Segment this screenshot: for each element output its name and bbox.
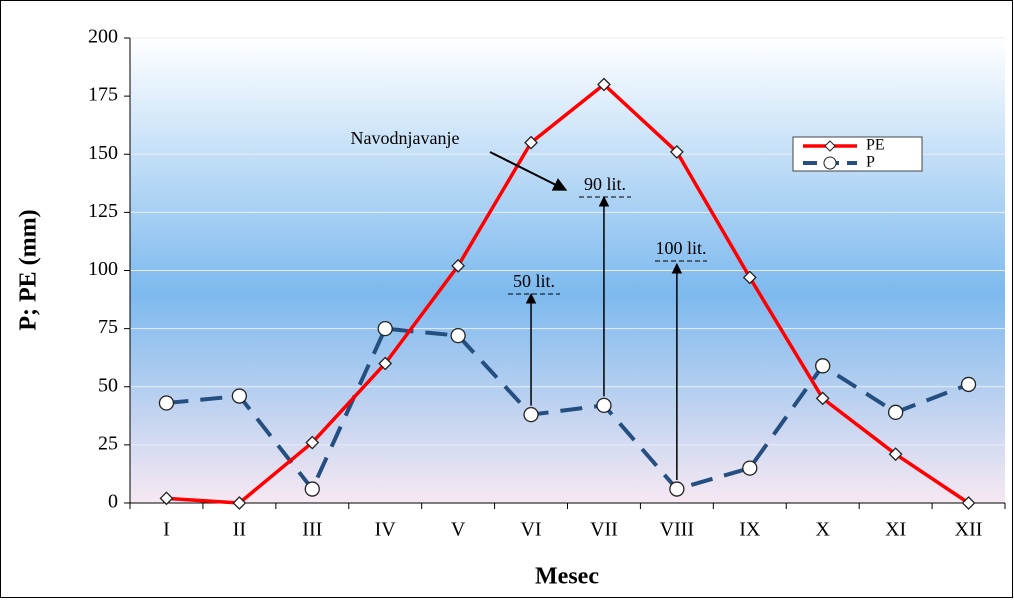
x-tick-label: XII [955, 519, 983, 541]
marker [742, 270, 757, 285]
x-tick-label: XI [885, 519, 906, 541]
y-tick-label: 50 [98, 374, 118, 396]
marker [378, 356, 393, 371]
marker [597, 77, 611, 92]
legend-marker [824, 140, 836, 152]
y-tick-label: 200 [88, 26, 118, 48]
y-tick-label: 150 [88, 142, 118, 164]
marker [669, 145, 684, 159]
legend [792, 136, 923, 172]
x-axis-label: Mesec [535, 564, 599, 590]
y-axis-label: P; PE (mm) [16, 209, 42, 330]
marker [742, 460, 758, 476]
annotation: Navodnjavanje [351, 128, 460, 148]
marker [523, 406, 539, 423]
y-tick-label: 0 [108, 491, 118, 513]
y-tick-label: 100 [88, 258, 118, 280]
marker [596, 397, 612, 414]
marker [669, 481, 685, 497]
marker [524, 135, 538, 150]
annotation: 50 lit. [513, 271, 555, 291]
marker [815, 391, 830, 406]
marker [450, 327, 466, 344]
y-tick-label: 25 [98, 432, 118, 454]
x-tick-label: V [451, 519, 466, 541]
y-tick-label: 75 [98, 316, 118, 338]
annotation: 90 lit. [584, 174, 626, 194]
marker [305, 435, 320, 450]
marker [377, 320, 393, 337]
marker [304, 481, 320, 497]
marker [232, 496, 247, 510]
marker [887, 404, 904, 420]
marker [231, 388, 248, 404]
x-tick-label: X [815, 519, 830, 541]
marker [158, 395, 175, 411]
series-line [166, 326, 970, 492]
x-tick-label: VIII [660, 519, 694, 541]
x-tick-label: VII [590, 519, 618, 541]
x-tick-label: VI [520, 519, 541, 541]
marker [961, 496, 976, 510]
x-tick-label: IV [375, 519, 397, 541]
marker [451, 258, 466, 273]
y-tick-label: 175 [88, 84, 118, 106]
x-tick-label: II [233, 519, 246, 541]
legend-label: PE [866, 137, 885, 154]
x-tick-label: IX [739, 519, 761, 541]
series-line [166, 82, 970, 505]
x-tick-label: I [163, 519, 170, 541]
annotation: 100 lit. [655, 238, 706, 258]
legend-marker [823, 156, 837, 170]
marker [815, 358, 831, 374]
x-tick-label: III [302, 519, 322, 541]
marker [888, 447, 903, 462]
marker [960, 376, 977, 393]
y-tick-label: 125 [88, 200, 118, 222]
annotation-arrow [489, 151, 568, 191]
marker [159, 491, 174, 506]
legend-label: P [866, 154, 875, 171]
